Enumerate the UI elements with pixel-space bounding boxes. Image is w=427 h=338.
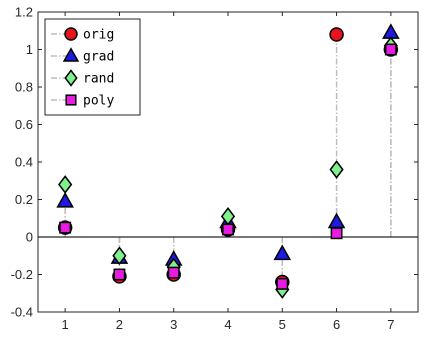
legend-label-rand: rand (83, 72, 114, 87)
legend-marker-rand (64, 69, 78, 87)
point-poly-2 (113, 268, 126, 281)
y-tick-label: 0.4 (15, 155, 33, 170)
y-tick-label: 0.8 (15, 80, 33, 95)
y-tick-label: 0.6 (15, 117, 33, 132)
legend-box (44, 18, 141, 116)
legend-label-grad: grad (83, 50, 114, 65)
y-tick-label: 1.2 (15, 5, 33, 20)
point-grad-1 (56, 191, 74, 208)
x-tick-label: 2 (116, 317, 123, 332)
point-poly-1 (59, 221, 72, 234)
legend-marker-grad (62, 47, 80, 62)
point-grad-7 (382, 23, 400, 39)
point-rand-6 (329, 160, 344, 179)
ticks-layer: 1 2 3 4 5 6 7 -0.4 -0.2 0 0.2 0.4 0.6 0.8 1 1.2 (11, 5, 418, 332)
x-tick-label: 4 (224, 317, 231, 332)
legend: orig grad rand poly (44, 18, 141, 116)
x-tick-label: 5 (279, 317, 286, 332)
x-tick-label: 3 (170, 317, 177, 332)
x-tick-label: 6 (333, 317, 340, 332)
point-rand-2 (112, 246, 127, 266)
point-poly-7 (384, 43, 397, 56)
x-tick-label: 1 (62, 317, 69, 332)
legend-label-orig: orig (83, 28, 114, 43)
y-tick-label: 1 (26, 42, 33, 57)
point-poly-4 (222, 223, 234, 236)
point-grad-6 (327, 212, 346, 229)
point-rand-1 (58, 175, 73, 194)
y-tick-label: 0.2 (15, 192, 33, 207)
legend-label-poly: poly (83, 94, 114, 109)
point-poly-6 (330, 227, 343, 240)
marks-layer (56, 23, 400, 299)
y-tick-label: -0.4 (11, 305, 33, 320)
point-poly-3 (167, 266, 180, 279)
y-tick-label: -0.2 (11, 267, 33, 282)
y-tick-label: 0 (26, 230, 33, 245)
legend-marker-poly (65, 94, 77, 106)
legend-marker-orig (64, 27, 78, 41)
point-poly-5 (276, 277, 289, 290)
point-orig-6 (329, 27, 344, 42)
x-tick-label: 7 (387, 317, 394, 332)
point-grad-5 (273, 244, 292, 261)
